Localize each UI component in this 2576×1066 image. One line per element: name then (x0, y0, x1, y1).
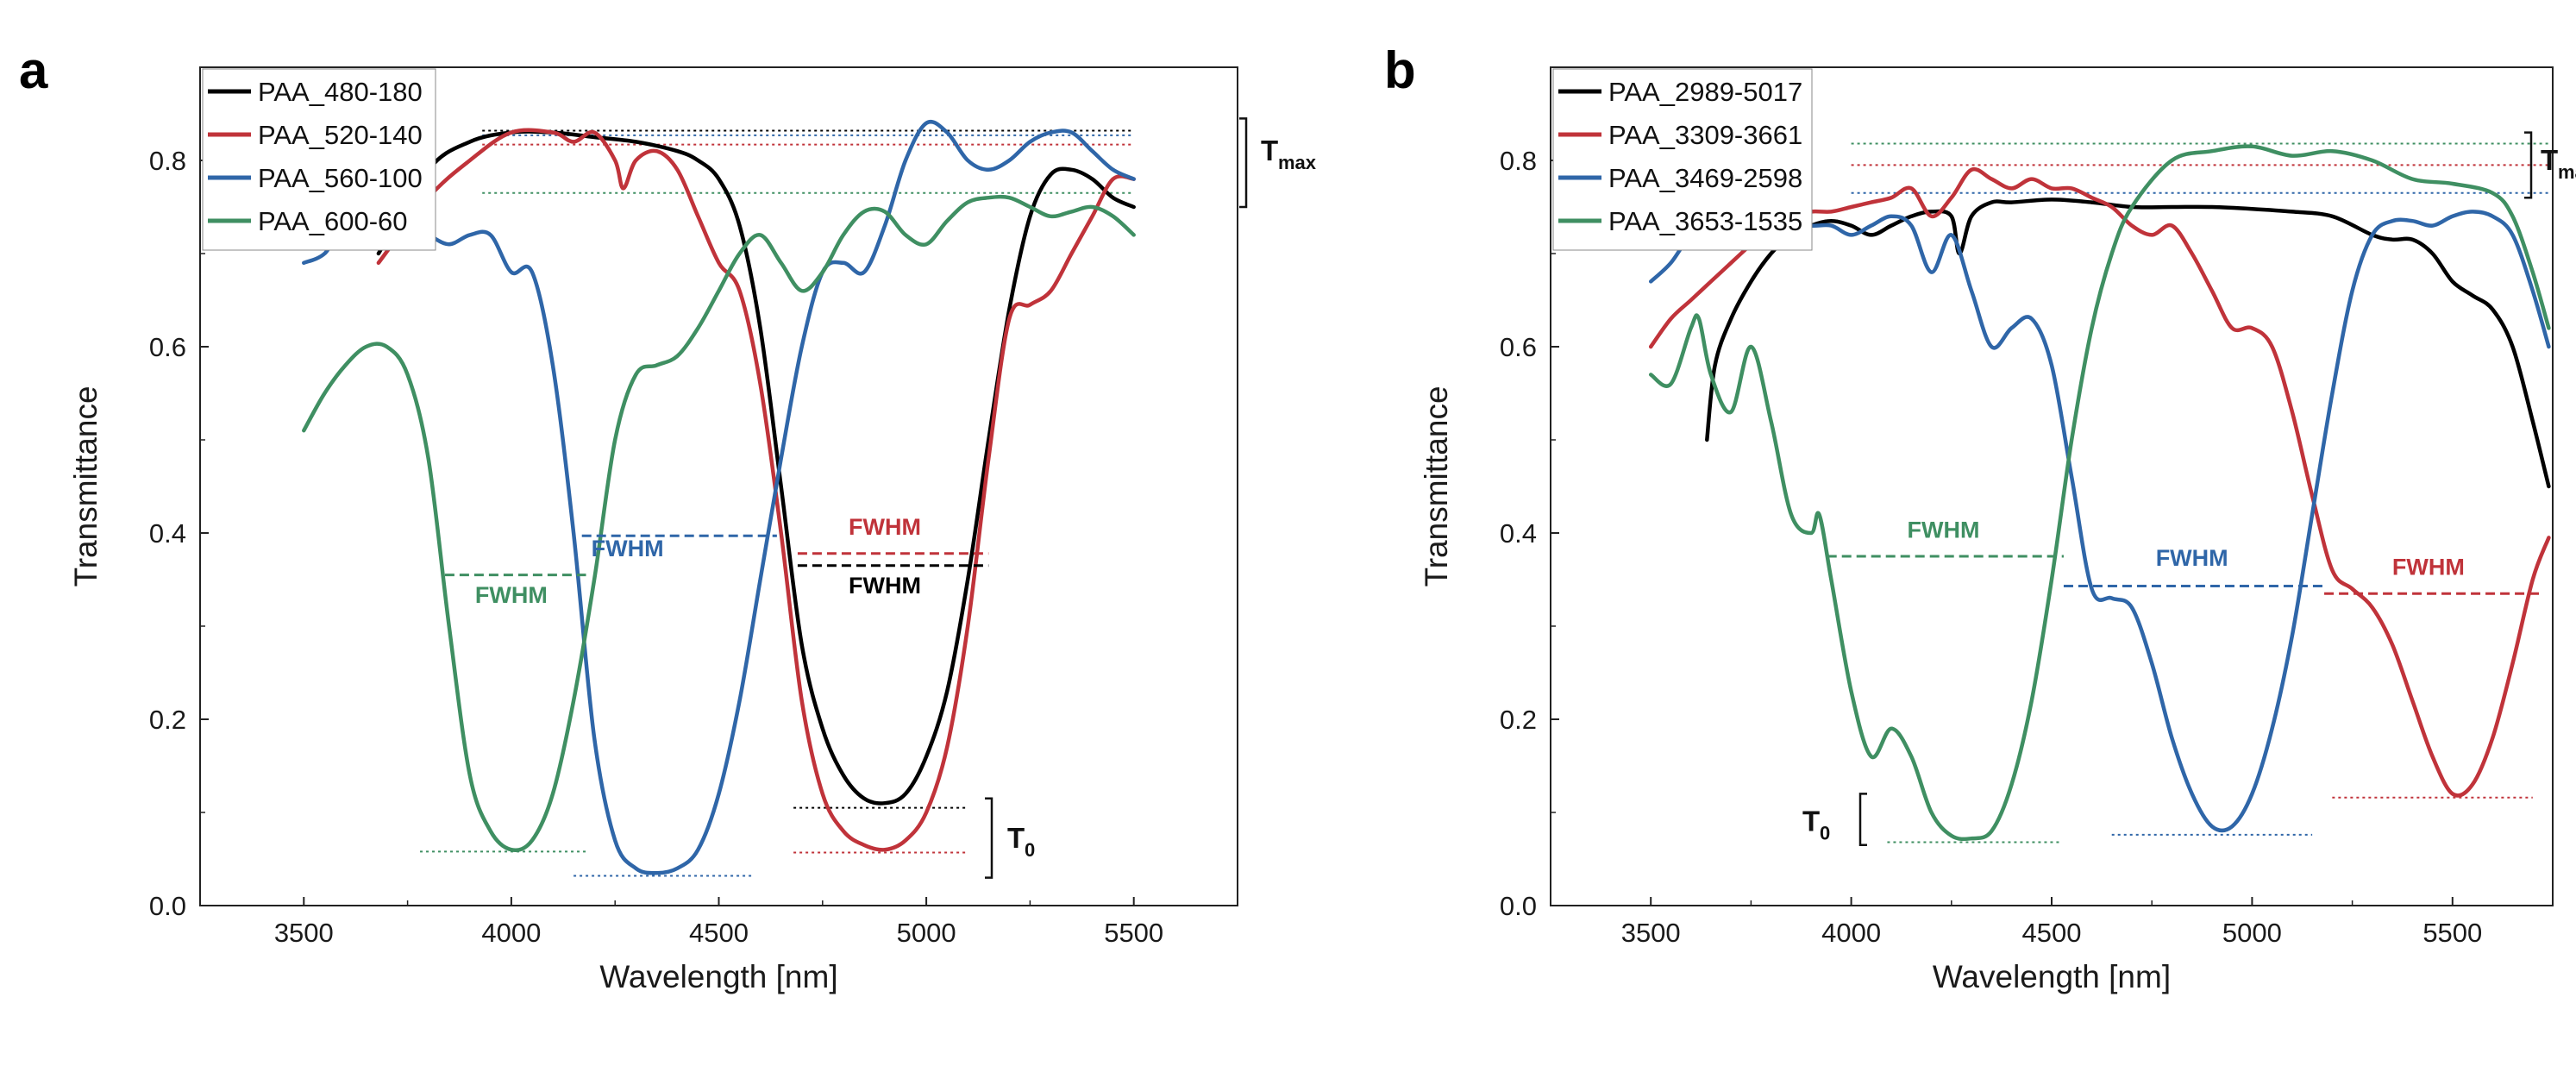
y-tick-label: 0.0 (1500, 891, 1537, 921)
fwhm-label: FWHM (849, 514, 921, 540)
y-tick-label: 0.6 (1500, 332, 1537, 362)
series-line (376, 128, 1136, 852)
fwhm-label: FWHM (592, 536, 664, 561)
fwhm-label: FWHM (2392, 555, 2465, 580)
legend-entry-label: PAA_560-100 (258, 163, 423, 193)
legend-entry-label: PAA_600-60 (258, 206, 408, 236)
fwhm-label: FWHM (475, 582, 548, 608)
t0-bracket (985, 797, 993, 879)
fwhm-label: FWHM (1908, 517, 1980, 542)
t0-label-subscript: 0 (1820, 823, 1830, 844)
x-axis-title: Wavelength [nm] (1933, 959, 2171, 994)
tmax-bracket (2524, 131, 2533, 199)
tmax-label-subscript: max (1278, 152, 1317, 173)
panel-a: a 3500 4000 4500 5000 5500 0.0 0.2 0.4 0.6 0.8 Wave… (19, 41, 1317, 994)
y-axis-title: Transmittance (1419, 386, 1454, 586)
tmax-bracket (1239, 117, 1248, 209)
legend-entry-label: PAA_520-140 (258, 120, 423, 150)
y-tick-label: 0.6 (149, 332, 186, 362)
t0-label: T (1802, 806, 1820, 837)
fwhm-label: FWHM (2156, 545, 2228, 571)
y-tick-label: 0.8 (149, 146, 186, 176)
t0-bracket (1858, 793, 1867, 847)
t0-label-subscript: 0 (1025, 839, 1035, 861)
y-axis-title: Transmittance (68, 386, 103, 586)
panel-letter: a (19, 41, 48, 99)
series-line (302, 119, 1136, 875)
tmax-label: T (2541, 144, 2558, 176)
x-tick-label: 4500 (2022, 918, 2082, 948)
x-tick-label: 3500 (274, 918, 334, 948)
panel-letter: b (1384, 41, 1416, 99)
x-tick-label: 5500 (1104, 918, 1163, 948)
panel-b: b 3500 4000 4500 5000 5500 0.0 0.2 0.4 0.6 0.8 Wave… (1384, 41, 2576, 994)
x-tick-label: 4000 (1821, 918, 1881, 948)
legend-entry-label: PAA_3309-3661 (1608, 120, 1802, 150)
tmax-label: T (1261, 135, 1278, 166)
y-tick-label: 0.2 (1500, 705, 1537, 735)
x-tick-label: 3500 (1621, 918, 1681, 948)
x-tick-label: 5000 (2222, 918, 2282, 948)
x-tick-label: 4000 (481, 918, 541, 948)
y-tick-label: 0.0 (149, 891, 186, 921)
x-tick-label: 4500 (689, 918, 749, 948)
y-tick-label: 0.8 (1500, 146, 1537, 176)
t0-label: T (1007, 822, 1025, 854)
series-line (1648, 144, 2551, 842)
tmax-label-subscript: max (2558, 161, 2576, 183)
legend-entry-label: PAA_480-180 (258, 77, 423, 107)
legend-entry-label: PAA_3469-2598 (1608, 163, 1802, 193)
y-tick-label: 0.4 (149, 518, 186, 549)
fwhm-label: FWHM (849, 573, 921, 599)
y-tick-label: 0.2 (149, 705, 186, 735)
x-tick-label: 5500 (2422, 918, 2482, 948)
y-tick-label: 0.4 (1500, 518, 1537, 549)
x-tick-label: 5000 (897, 918, 956, 948)
legend-entry-label: PAA_3653-1535 (1608, 206, 1802, 236)
series-line (302, 194, 1136, 853)
x-axis-title: Wavelength [nm] (599, 959, 837, 994)
legend-entry-label: PAA_2989-5017 (1608, 77, 1802, 107)
